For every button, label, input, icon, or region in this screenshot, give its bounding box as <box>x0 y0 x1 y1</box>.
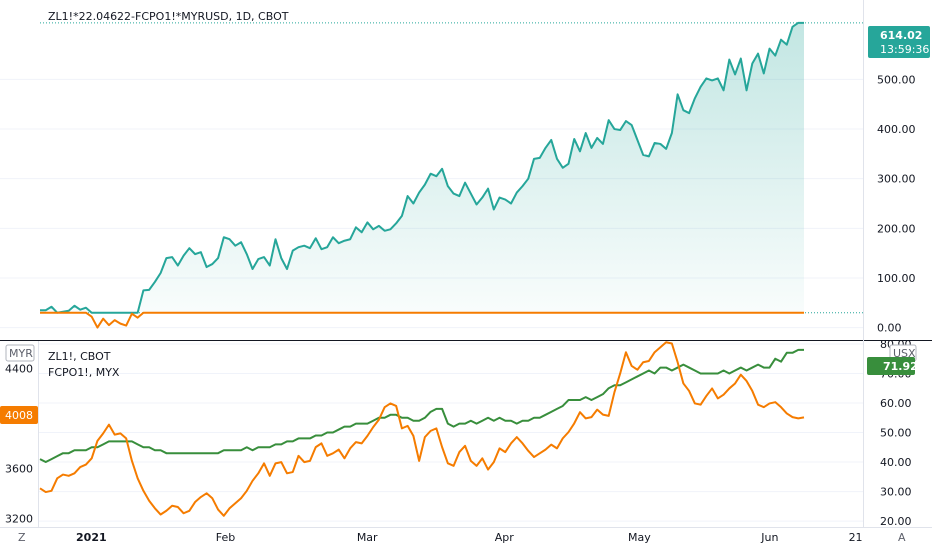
spread-title: ZL1!*22.04622-FCPO1!*MYRUSD, 1D, CBOT <box>48 10 289 23</box>
fcpo-last-value: 4008 <box>5 409 33 422</box>
spread-axis-tick: 100.00 <box>877 272 916 285</box>
myr-unit-label: MYR <box>9 347 33 360</box>
myr-axis-tick: 3600 <box>5 462 33 475</box>
usx-axis-tick: 30.00 <box>880 486 912 499</box>
legend-zl[interactable]: ZL1!, CBOT <box>48 350 111 363</box>
spread-axis-tick: 400.00 <box>877 123 916 136</box>
compare-pane[interactable]: ZL1!, CBOT FCPO1!, MYX 80.0070.0060.0050… <box>0 338 918 528</box>
spread-last-price-tag: 614.02 13:59:36 <box>868 26 930 58</box>
spread-price-axis[interactable]: 0.00 100.00 200.00 300.00 400.00 500.00 <box>877 73 916 334</box>
bar-countdown: 13:59:36 <box>880 43 929 56</box>
spread-pane[interactable]: ZL1!*22.04622-FCPO1!*MYRUSD, 1D, CBOT 0.… <box>0 10 930 335</box>
fcpo-tag-box <box>0 406 38 424</box>
time-axis-label: Jun <box>760 531 778 544</box>
auto-scale-button[interactable]: A <box>898 531 906 544</box>
fcpo-last-value-tag: 4008 <box>0 406 38 424</box>
compare-gridlines <box>39 343 863 522</box>
time-axis-label: 2021 <box>76 531 107 544</box>
zl-last-value: 71.92 <box>883 360 918 373</box>
usx-unit-label: USX <box>893 347 916 360</box>
time-axis-label: 21 <box>849 531 863 544</box>
spread-area-fill <box>40 22 804 313</box>
spread-tag-box <box>868 26 930 58</box>
myr-axis-tick: 3200 <box>5 512 33 525</box>
spread-axis-tick: 300.00 <box>877 173 916 186</box>
usx-axis-tick: 60.00 <box>880 397 912 410</box>
zl-soybean-oil-line[interactable] <box>39 348 804 464</box>
time-axis-label: Apr <box>495 531 515 544</box>
fcpo-palm-oil-line[interactable] <box>39 341 805 517</box>
usx-axis-tick: 50.00 <box>880 427 912 440</box>
time-axis-label: Feb <box>216 531 235 544</box>
usx-axis-tick: 20.00 <box>880 515 912 528</box>
spread-axis-tick: 0.00 <box>877 322 902 335</box>
zl-tag-box <box>867 357 915 375</box>
spread-axis-tick: 500.00 <box>877 73 916 86</box>
zl-last-value-tag: 71.92 <box>867 357 918 375</box>
time-axis-label: Mar <box>357 531 378 544</box>
myr-axis-tick: 4400 <box>5 362 33 375</box>
time-axis-label: May <box>628 531 651 544</box>
usx-axis-tick: 40.00 <box>880 456 912 469</box>
myr-price-axis[interactable]: 4400 3600 3200 <box>5 362 33 525</box>
spread-last-value: 614.02 <box>880 29 922 42</box>
myr-unit-box <box>5 344 35 362</box>
legend-fcpo[interactable]: FCPO1!, MYX <box>48 366 120 379</box>
zoom-button[interactable]: Z <box>18 531 26 544</box>
spread-line-below-baseline[interactable] <box>40 311 804 329</box>
spread-line-above-baseline[interactable] <box>40 21 804 314</box>
time-axis[interactable]: 2021 Feb Mar Apr May Jun 21 <box>76 531 863 544</box>
spread-axis-tick: 200.00 <box>877 222 916 235</box>
myr-unit-badge[interactable]: MYR <box>5 344 35 362</box>
